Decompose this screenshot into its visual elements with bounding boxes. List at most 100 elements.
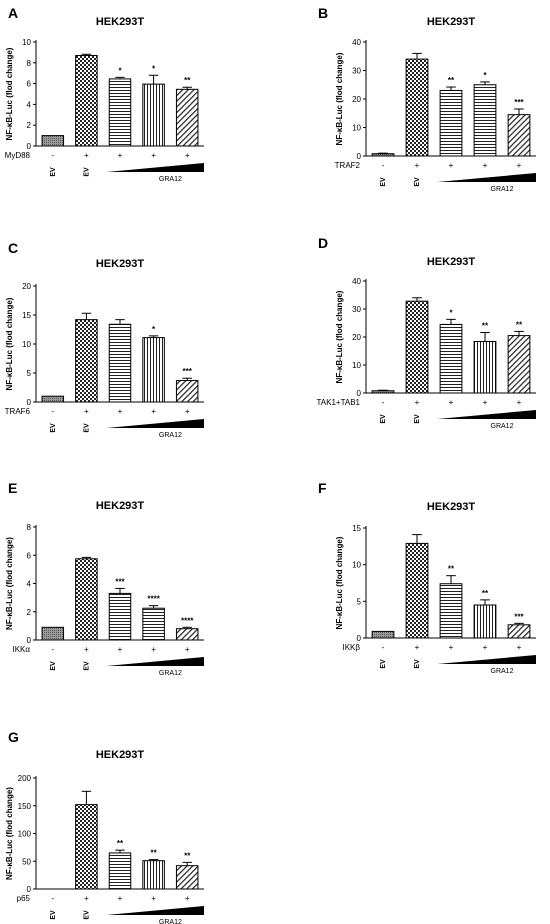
y-axis-label: NF-κB-Luc (flod change) — [335, 290, 344, 383]
panel-letter: D — [318, 235, 328, 251]
chart-title: HEK293T — [96, 749, 145, 761]
vector-label: EV — [380, 177, 387, 187]
condition-sign: - — [51, 645, 54, 654]
chart-title: HEK293T — [427, 256, 476, 268]
chart-title: HEK293T — [427, 16, 476, 28]
y-axis-label: NF-κB-Luc (flod change) — [335, 536, 344, 629]
vector-label: EV — [50, 910, 57, 920]
condition-sign: + — [151, 645, 156, 654]
y-tick-label: 4 — [27, 580, 32, 589]
bar — [142, 607, 165, 641]
bar — [142, 337, 165, 403]
stimulus-label: TAK1+TAB1 — [317, 398, 361, 407]
condition-sign: + — [185, 645, 190, 654]
condition-sign: + — [151, 407, 156, 416]
condition-sign: + — [415, 161, 420, 170]
y-tick-label: 6 — [27, 80, 32, 89]
significance-label: * — [449, 308, 453, 317]
condition-sign: + — [517, 161, 522, 170]
y-tick-label: 200 — [18, 774, 32, 783]
significance-label: ** — [184, 76, 191, 85]
bar — [507, 114, 531, 157]
condition-sign: + — [151, 151, 156, 160]
y-tick-label: 30 — [352, 67, 361, 76]
stimulus-label: p65 — [17, 894, 31, 903]
dose-wedge — [106, 657, 204, 666]
condition-sign: - — [382, 398, 385, 407]
bar — [75, 55, 98, 147]
chart-title: HEK293T — [96, 258, 145, 270]
y-axis-label: NF-κB-Luc (flod change) — [5, 787, 14, 880]
condition-sign: - — [382, 643, 385, 652]
bar — [405, 58, 429, 157]
bar — [41, 395, 65, 403]
significance-label: *** — [514, 612, 524, 621]
dose-wedge — [437, 173, 536, 182]
chart-title: HEK293T — [96, 16, 145, 28]
bar — [75, 319, 98, 403]
significance-label: * — [152, 325, 156, 334]
bar — [473, 604, 497, 639]
y-axis-label: NF-κB-Luc (flod change) — [5, 297, 14, 390]
condition-sign: + — [415, 398, 420, 407]
bar — [41, 626, 65, 641]
bar — [108, 592, 132, 641]
condition-sign: + — [449, 643, 454, 652]
significance-label: ** — [482, 589, 489, 598]
significance-label: *** — [115, 577, 125, 586]
vector-label: EV — [83, 423, 90, 433]
condition-sign: + — [151, 894, 156, 903]
panel-e: E HEK293T NF-κB-Luc (flod change) 0 2 4 6 8 - + **… — [5, 480, 204, 677]
stimulus-label: IKKβ — [343, 643, 361, 652]
panel-letter: G — [8, 729, 19, 745]
bar — [75, 558, 98, 641]
significance-label: *** — [183, 367, 193, 376]
y-tick-label: 0 — [357, 634, 362, 643]
dose-wedge — [106, 419, 204, 428]
y-tick-label: 4 — [27, 100, 32, 109]
condition-sign: + — [84, 894, 89, 903]
treatment-label: GRA12 — [159, 919, 182, 924]
bar — [371, 390, 395, 394]
condition-sign: + — [185, 151, 190, 160]
y-tick-label: 8 — [27, 523, 32, 532]
bar — [439, 89, 463, 157]
condition-sign: + — [185, 894, 190, 903]
vector-label: EV — [83, 910, 90, 920]
stimulus-label: TRAF2 — [335, 161, 361, 170]
panel-f: F HEK293T NF-κB-Luc (flod change) 0 5 10 15 - + *… — [318, 480, 536, 675]
stimulus-label: MyD88 — [5, 151, 31, 160]
condition-sign: + — [483, 161, 488, 170]
y-tick-label: 2 — [27, 608, 32, 617]
significance-label: ** — [184, 851, 191, 860]
bar — [507, 624, 531, 639]
bar — [405, 542, 429, 639]
y-tick-label: 40 — [352, 277, 361, 286]
bar — [371, 630, 395, 639]
condition-sign: + — [517, 643, 522, 652]
vector-label: EV — [380, 414, 387, 424]
y-tick-label: 10 — [22, 340, 31, 349]
bar — [75, 804, 98, 890]
treatment-label: GRA12 — [159, 670, 182, 677]
significance-label: ** — [150, 849, 157, 858]
vector-label: EV — [50, 661, 57, 671]
stimulus-label: IKKα — [12, 645, 30, 654]
vector-label: EV — [414, 177, 421, 187]
condition-sign: + — [118, 894, 123, 903]
panel-letter: F — [318, 480, 327, 496]
condition-sign: + — [84, 645, 89, 654]
condition-sign: + — [415, 643, 420, 652]
bar — [507, 335, 531, 394]
y-tick-label: 5 — [357, 597, 362, 606]
y-tick-label: 20 — [352, 333, 361, 342]
panel-letter: E — [8, 480, 17, 496]
y-tick-label: 10 — [352, 124, 361, 133]
bar — [175, 380, 199, 403]
significance-label: ** — [117, 839, 124, 848]
y-axis-label: NF-κB-Luc (flod change) — [5, 47, 14, 140]
condition-sign: + — [483, 643, 488, 652]
y-tick-label: 30 — [352, 305, 361, 314]
significance-label: *** — [514, 98, 524, 107]
significance-label: * — [152, 64, 156, 73]
